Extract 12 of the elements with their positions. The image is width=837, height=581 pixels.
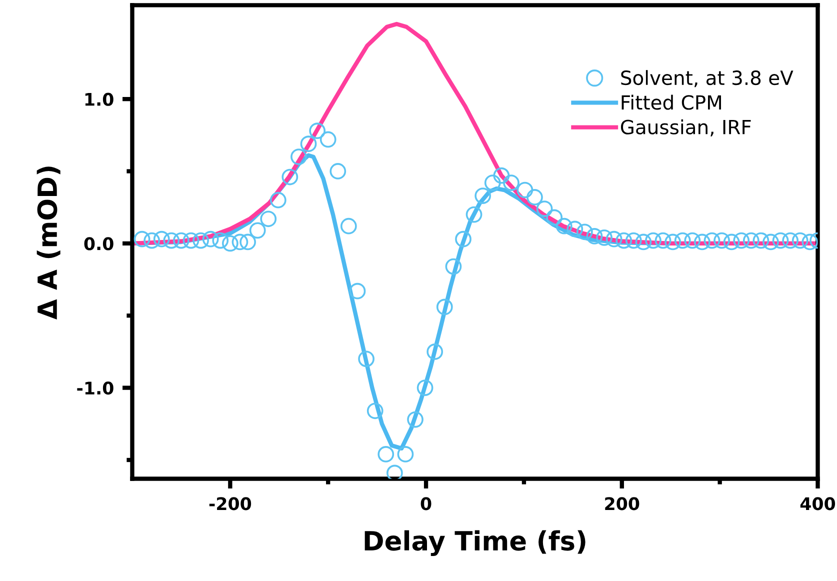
x-tick-label: 0 bbox=[420, 497, 432, 510]
y-tick-label: 0.0 bbox=[84, 237, 114, 250]
y-tick-label: -1.0 bbox=[77, 382, 114, 395]
legend-label: Solvent, at 3.8 eV bbox=[621, 70, 794, 88]
x-tick-label: -200 bbox=[209, 497, 252, 510]
y-axis-title: Δ A (mOD) bbox=[36, 166, 60, 320]
x-tick-label: 200 bbox=[605, 497, 640, 510]
x-axis-title: Delay Time (fs) bbox=[364, 530, 586, 556]
legend-label: Fitted CPM bbox=[622, 94, 721, 110]
legend-label: Gaussian, IRF bbox=[620, 119, 751, 136]
y-tick-label: 1.0 bbox=[85, 92, 114, 106]
x-tick-label: 400 bbox=[800, 497, 836, 510]
